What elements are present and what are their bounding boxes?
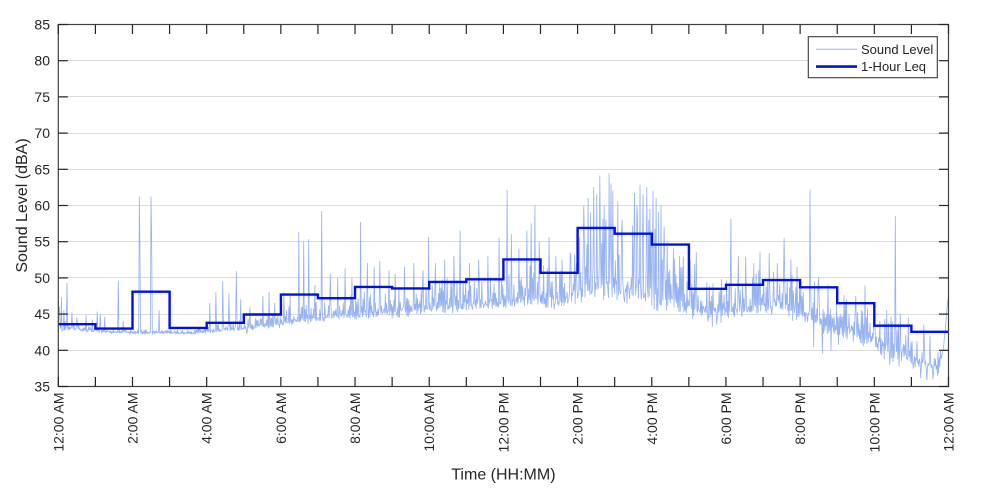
svg-text:6:00 AM: 6:00 AM (273, 393, 289, 444)
svg-text:65: 65 (34, 161, 50, 177)
svg-text:Sound Level: Sound Level (861, 42, 933, 57)
svg-text:2:00 PM: 2:00 PM (570, 393, 586, 445)
svg-text:75: 75 (34, 89, 50, 105)
svg-text:12:00 PM: 12:00 PM (495, 393, 511, 453)
svg-text:8:00 AM: 8:00 AM (347, 393, 363, 444)
svg-text:2:00 AM: 2:00 AM (125, 393, 141, 444)
svg-text:1-Hour Leq: 1-Hour Leq (861, 59, 926, 74)
svg-text:6:00 PM: 6:00 PM (718, 393, 734, 445)
svg-text:85: 85 (34, 17, 50, 33)
svg-text:80: 80 (34, 53, 50, 69)
svg-text:60: 60 (34, 198, 50, 214)
svg-text:50: 50 (34, 270, 50, 286)
svg-text:45: 45 (34, 306, 50, 322)
svg-text:10:00 PM: 10:00 PM (866, 393, 882, 453)
svg-text:12:00 AM: 12:00 AM (941, 393, 957, 452)
svg-text:4:00 AM: 4:00 AM (199, 393, 215, 444)
svg-text:40: 40 (34, 342, 50, 358)
svg-text:12:00 AM: 12:00 AM (50, 393, 66, 452)
svg-text:10:00 AM: 10:00 AM (421, 393, 437, 452)
svg-text:55: 55 (34, 234, 50, 250)
svg-text:8:00 PM: 8:00 PM (792, 393, 808, 445)
svg-text:35: 35 (34, 379, 50, 395)
svg-text:70: 70 (34, 125, 50, 141)
svg-text:Sound Level (dBA): Sound Level (dBA) (14, 138, 31, 272)
svg-text:Time (HH:MM): Time (HH:MM) (451, 467, 555, 484)
svg-text:4:00 PM: 4:00 PM (644, 393, 660, 445)
